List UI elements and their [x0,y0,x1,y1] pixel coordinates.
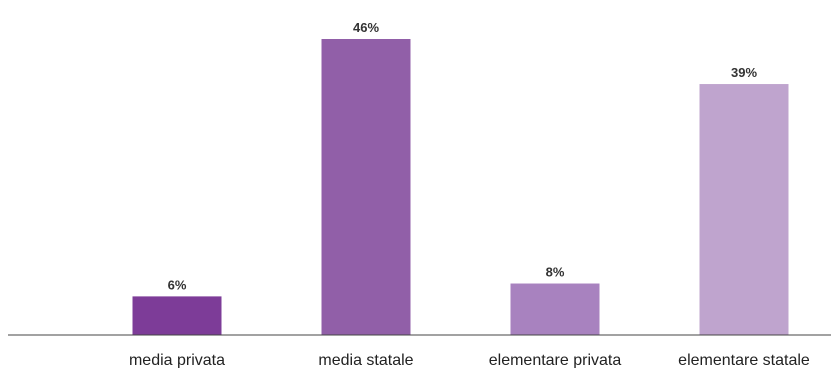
data-label-0: 6% [168,277,187,292]
category-label-3: elementare statale [678,352,810,368]
category-labels-group: media privata media statale elementare pri… [129,352,810,368]
bars-group [132,39,789,335]
bar-1 [321,39,411,335]
category-label-1: media statale [318,352,413,368]
data-label-1: 46% [353,20,379,35]
bar-3 [699,84,789,335]
bar-2 [510,283,600,335]
data-label-3: 39% [731,65,757,80]
category-label-0: media privata [129,352,225,368]
value-labels-group: 6% 46% 8% 39% [168,20,758,292]
data-label-2: 8% [546,265,565,280]
category-label-2: elementare privata [489,352,622,368]
bar-0 [132,296,222,335]
